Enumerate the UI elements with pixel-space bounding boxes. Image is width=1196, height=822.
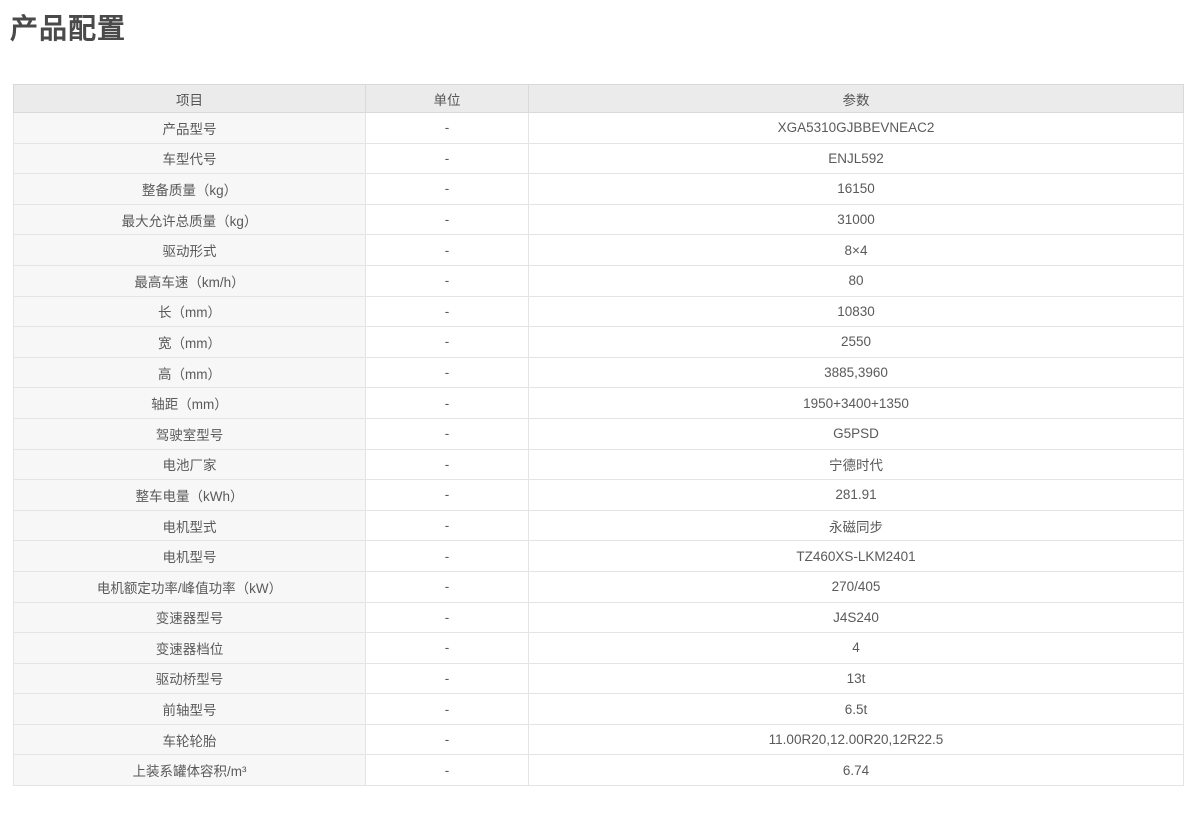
spec-table-body: 产品型号 - XGA5310GJBBEVNEAC2 车型代号 - ENJL592 整备质量（… [13, 112, 1184, 787]
value-cell: 281.91 [528, 479, 1184, 511]
unit-cell: - [365, 509, 529, 542]
item-cell: 宽（mm） [13, 326, 366, 358]
table-row: 电机型式 - 永磁同步 [13, 509, 1184, 542]
unit-cell: - [365, 540, 529, 572]
value-cell: 3885,3960 [528, 356, 1184, 389]
page-title: 产品配置 [10, 13, 127, 44]
unit-cell: - [365, 723, 529, 756]
item-cell: 最大允许总质量（kg） [13, 203, 366, 236]
value-cell: 31000 [528, 203, 1184, 236]
table-row: 最大允许总质量（kg） -31000 [13, 203, 1184, 236]
table-row: 变速器档位 -4 [13, 632, 1184, 664]
item-cell: 变速器档位 [13, 632, 366, 664]
value-cell: 永磁同步 [528, 509, 1184, 542]
item-cell: 产品型号 [13, 112, 366, 144]
item-cell: 轴距（mm） [13, 387, 366, 419]
table-row: 整车电量（kWh） -281.91 [13, 479, 1184, 511]
unit-cell: - [365, 112, 529, 144]
value-cell: TZ460XS-LKM2401 [528, 540, 1184, 572]
unit-cell: - [365, 570, 529, 603]
unit-cell: - [365, 448, 529, 481]
table-row: 上装系罐体容积/m³ -6.74 [13, 754, 1184, 787]
value-cell: XGA5310GJBBEVNEAC2 [528, 112, 1184, 144]
item-cell: 电机型号 [13, 540, 366, 572]
value-cell: 6.74 [528, 754, 1184, 787]
table-row: 高（mm） -3885,3960 [13, 356, 1184, 389]
unit-cell: - [365, 356, 529, 389]
table-row: 前轴型号 -6.5t [13, 693, 1184, 725]
table-row: 电机额定功率/峰值功率（kW） -270/405 [13, 570, 1184, 603]
unit-cell: - [365, 601, 529, 634]
item-cell: 电池厂家 [13, 448, 366, 481]
table-row: 车型代号 - ENJL592 [13, 142, 1184, 175]
item-cell: 车型代号 [13, 142, 366, 175]
table-row: 电池厂家 - 宁德时代 [13, 448, 1184, 481]
table-row: 电机型号 - TZ460XS-LKM2401 [13, 540, 1184, 572]
value-cell: 13t [528, 662, 1184, 695]
unit-cell: - [365, 417, 529, 450]
item-cell: 最高车速（km/h） [13, 264, 366, 297]
value-cell: J4S240 [528, 601, 1184, 634]
item-cell: 前轴型号 [13, 693, 366, 725]
item-cell: 整车电量（kWh） [13, 479, 366, 511]
header-row: 项目 单位 参数 [13, 84, 1184, 113]
value-cell: 8×4 [528, 234, 1184, 266]
table-row: 整备质量（kg） -16150 [13, 173, 1184, 205]
value-cell: 270/405 [528, 570, 1184, 603]
item-cell: 驱动桥型号 [13, 662, 366, 695]
value-cell: G5PSD [528, 417, 1184, 450]
value-cell: 1950+3400+1350 [528, 387, 1184, 419]
column-header-parameter: 参数 [528, 84, 1184, 113]
value-cell: 11.00R20,12.00R20,12R22.5 [528, 723, 1184, 756]
unit-cell: - [365, 234, 529, 266]
item-cell: 电机额定功率/峰值功率（kW） [13, 570, 366, 603]
table-row: 车轮轮胎 -11.00R20,12.00R20,12R22.5 [13, 723, 1184, 756]
unit-cell: - [365, 142, 529, 175]
unit-cell: - [365, 264, 529, 297]
unit-cell: - [365, 479, 529, 511]
unit-cell: - [365, 632, 529, 664]
spec-table-header: 项目 单位 参数 [13, 84, 1184, 113]
table-row: 驱动形式 -8×4 [13, 234, 1184, 266]
table-row: 长（mm） -10830 [13, 295, 1184, 328]
item-cell: 驱动形式 [13, 234, 366, 266]
item-cell: 高（mm） [13, 356, 366, 389]
value-cell: 4 [528, 632, 1184, 664]
spec-table: 项目 单位 参数 产品型号 - XGA5310GJBBEVNEAC2 车型代号 - ENJ… [13, 84, 1184, 787]
item-cell: 变速器型号 [13, 601, 366, 634]
item-cell: 车轮轮胎 [13, 723, 366, 756]
unit-cell: - [365, 173, 529, 205]
value-cell: 16150 [528, 173, 1184, 205]
table-row: 驱动桥型号 -13t [13, 662, 1184, 695]
value-cell: ENJL592 [528, 142, 1184, 175]
value-cell: 宁德时代 [528, 448, 1184, 481]
unit-cell: - [365, 754, 529, 787]
table-row: 轴距（mm） -1950+3400+1350 [13, 387, 1184, 419]
item-cell: 电机型式 [13, 509, 366, 542]
item-cell: 整备质量（kg） [13, 173, 366, 205]
value-cell: 6.5t [528, 693, 1184, 725]
unit-cell: - [365, 295, 529, 328]
unit-cell: - [365, 203, 529, 236]
table-row: 宽（mm） -2550 [13, 326, 1184, 358]
item-cell: 长（mm） [13, 295, 366, 328]
item-cell: 上装系罐体容积/m³ [13, 754, 366, 787]
table-row: 产品型号 - XGA5310GJBBEVNEAC2 [13, 112, 1184, 144]
table-row: 最高车速（km/h） -80 [13, 264, 1184, 297]
column-header-item: 项目 [13, 84, 366, 113]
value-cell: 80 [528, 264, 1184, 297]
table-row: 驾驶室型号 - G5PSD [13, 417, 1184, 450]
unit-cell: - [365, 662, 529, 695]
column-header-unit: 单位 [365, 84, 529, 113]
value-cell: 2550 [528, 326, 1184, 358]
value-cell: 10830 [528, 295, 1184, 328]
unit-cell: - [365, 326, 529, 358]
unit-cell: - [365, 693, 529, 725]
table-row: 变速器型号 - J4S240 [13, 601, 1184, 634]
unit-cell: - [365, 387, 529, 419]
item-cell: 驾驶室型号 [13, 417, 366, 450]
